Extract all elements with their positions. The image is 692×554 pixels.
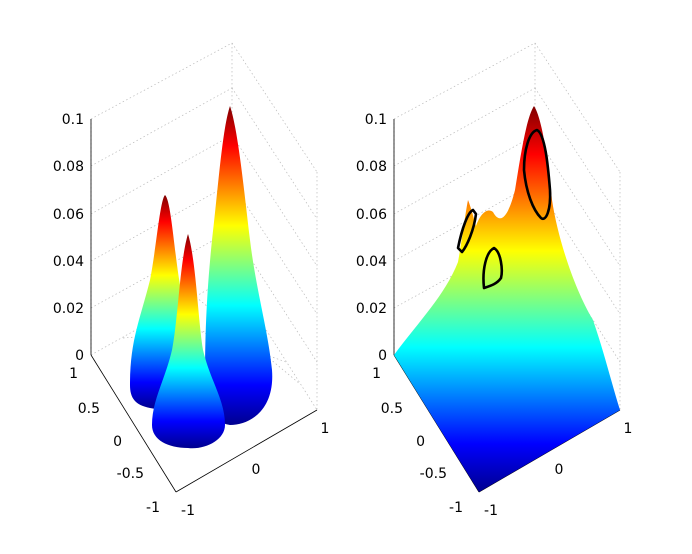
- left-z-tick: 0.04: [53, 254, 84, 270]
- right-y-tick: -1: [449, 500, 463, 516]
- left-y-tick: 0: [113, 434, 122, 450]
- right-x-tick: 0: [555, 462, 564, 478]
- left-x-tick: 0: [252, 462, 261, 478]
- right-y-tick: -0.5: [420, 466, 447, 482]
- right-x-tick: -1: [484, 503, 498, 519]
- left-peak-center: [152, 234, 225, 449]
- left-x-tick: 1: [321, 421, 330, 437]
- left-surface: [130, 106, 273, 449]
- right-z-tick: 0.02: [356, 301, 387, 317]
- left-x-tick: -1: [181, 503, 195, 519]
- right-x-tick: 1: [624, 421, 633, 437]
- left-y-tick: -1: [146, 500, 160, 516]
- left-axes: [90, 119, 318, 493]
- contour-loop-tall-peak: [522, 128, 552, 221]
- contour-loop-center-peak: [482, 246, 504, 290]
- left-surface-plot: 0.1 0.08 0.06 0.04 0.02 0 1 0.5 0 -0.5 -…: [53, 42, 329, 519]
- right-surface: [394, 106, 620, 492]
- left-y-tick: 0.5: [78, 401, 100, 417]
- left-y-ticks: 1 0.5 0 -0.5 -1: [69, 366, 160, 516]
- right-x-ticks: -1 0 1: [484, 421, 632, 519]
- right-contours: [456, 128, 552, 290]
- right-y-tick: 0: [416, 434, 425, 450]
- left-z-tick: 0.06: [53, 207, 84, 223]
- right-y-tick: 1: [372, 366, 381, 382]
- left-x-ticks: -1 0 1: [181, 421, 329, 519]
- right-y-tick: 0.5: [381, 401, 403, 417]
- left-peak-tall: [205, 106, 273, 425]
- left-z-tick: 0.08: [53, 159, 84, 175]
- right-z-tick: 0.1: [365, 112, 387, 128]
- left-z-tick: 0.02: [53, 301, 84, 317]
- right-z-tick: 0.06: [356, 207, 387, 223]
- left-z-tick: 0: [75, 348, 84, 364]
- right-z-tick: 0.04: [356, 254, 387, 270]
- left-z-tick: 0.1: [62, 112, 84, 128]
- right-z-tick: 0.08: [356, 159, 387, 175]
- left-y-tick: 1: [69, 366, 78, 382]
- right-surface-plot: 0.1 0.08 0.06 0.04 0.02 0 1 0.5 0 -0.5 -…: [356, 42, 632, 519]
- left-y-tick: -0.5: [117, 466, 144, 482]
- right-y-ticks: 1 0.5 0 -0.5 -1: [372, 366, 463, 516]
- right-z-tick: 0: [378, 348, 387, 364]
- contour-loop-left-peak: [456, 208, 478, 254]
- left-z-ticks: 0.1 0.08 0.06 0.04 0.02 0: [53, 112, 84, 364]
- right-z-ticks: 0.1 0.08 0.06 0.04 0.02 0: [356, 112, 387, 364]
